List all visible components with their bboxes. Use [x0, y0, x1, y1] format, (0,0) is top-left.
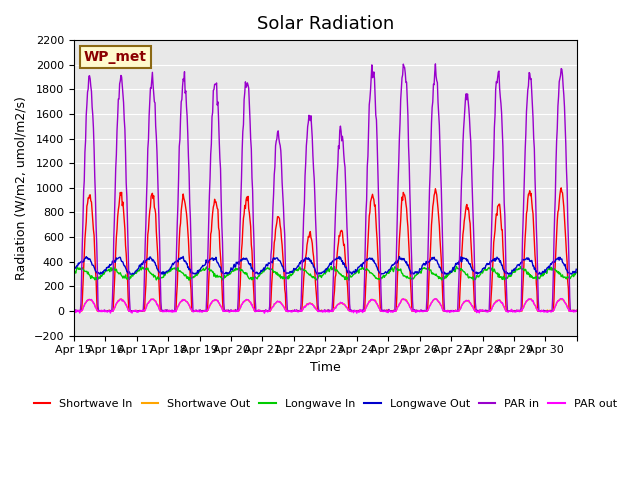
Longwave In [222, 274, 230, 279]
Shortwave In [405, 250, 413, 255]
X-axis label: Time: Time [310, 361, 340, 374]
Shortwave In [129, 308, 137, 313]
Text: WP_met: WP_met [84, 50, 147, 64]
Longwave In [377, 275, 385, 281]
Longwave Out [572, 266, 580, 272]
Longwave Out [179, 253, 187, 259]
PAR out [572, 308, 580, 313]
Shortwave Out [404, 301, 412, 307]
PAR out [129, 308, 136, 313]
Longwave Out [266, 260, 274, 265]
Line: Longwave Out: Longwave Out [74, 256, 576, 274]
Line: Longwave In: Longwave In [74, 266, 576, 280]
PAR in [70, 308, 77, 314]
Y-axis label: Radiation (W/m2, umol/m2/s): Radiation (W/m2, umol/m2/s) [15, 96, 28, 280]
Longwave Out [406, 267, 413, 273]
Shortwave In [247, 224, 255, 229]
Longwave Out [129, 271, 137, 277]
PAR out [557, 296, 564, 301]
Shortwave In [70, 308, 77, 314]
PAR out [265, 308, 273, 313]
PAR in [222, 308, 230, 313]
Shortwave Out [246, 300, 254, 305]
Shortwave In [266, 308, 273, 313]
PAR in [71, 308, 79, 314]
Shortwave In [557, 185, 565, 191]
PAR out [405, 302, 413, 308]
Shortwave Out [265, 308, 273, 314]
Longwave In [405, 276, 413, 281]
PAR out [353, 311, 360, 316]
Shortwave Out [221, 308, 229, 313]
PAR in [266, 303, 273, 309]
Shortwave Out [527, 296, 535, 301]
PAR out [70, 308, 77, 314]
Shortwave In [70, 308, 78, 314]
Longwave In [129, 273, 136, 279]
Line: Shortwave Out: Shortwave Out [74, 299, 576, 311]
PAR in [431, 61, 439, 67]
PAR out [221, 309, 229, 314]
Legend: Shortwave In, Shortwave Out, Longwave In, Longwave Out, PAR in, PAR out: Shortwave In, Shortwave Out, Longwave In… [29, 395, 621, 413]
Longwave Out [248, 266, 255, 272]
Shortwave In [377, 308, 385, 314]
Longwave In [266, 265, 273, 271]
Line: Shortwave In: Shortwave In [74, 188, 576, 311]
PAR in [377, 290, 385, 296]
Longwave Out [96, 271, 104, 277]
PAR out [246, 299, 254, 305]
Longwave Out [70, 265, 77, 271]
PAR in [247, 136, 255, 142]
Line: PAR in: PAR in [74, 64, 576, 311]
Shortwave Out [70, 308, 77, 314]
Longwave In [452, 264, 460, 269]
Longwave In [247, 275, 255, 280]
Longwave In [70, 269, 77, 275]
Shortwave In [222, 308, 230, 314]
Longwave Out [378, 271, 385, 276]
Shortwave Out [572, 308, 580, 314]
Title: Solar Radiation: Solar Radiation [257, 15, 394, 33]
Shortwave Out [376, 308, 384, 313]
PAR out [377, 308, 385, 314]
PAR in [405, 161, 413, 167]
PAR in [129, 308, 137, 314]
Shortwave Out [129, 308, 136, 314]
Longwave In [572, 269, 580, 275]
PAR in [572, 308, 580, 314]
Longwave Out [223, 270, 230, 276]
Line: PAR out: PAR out [74, 299, 576, 313]
Longwave In [185, 277, 193, 283]
Shortwave In [572, 308, 580, 313]
